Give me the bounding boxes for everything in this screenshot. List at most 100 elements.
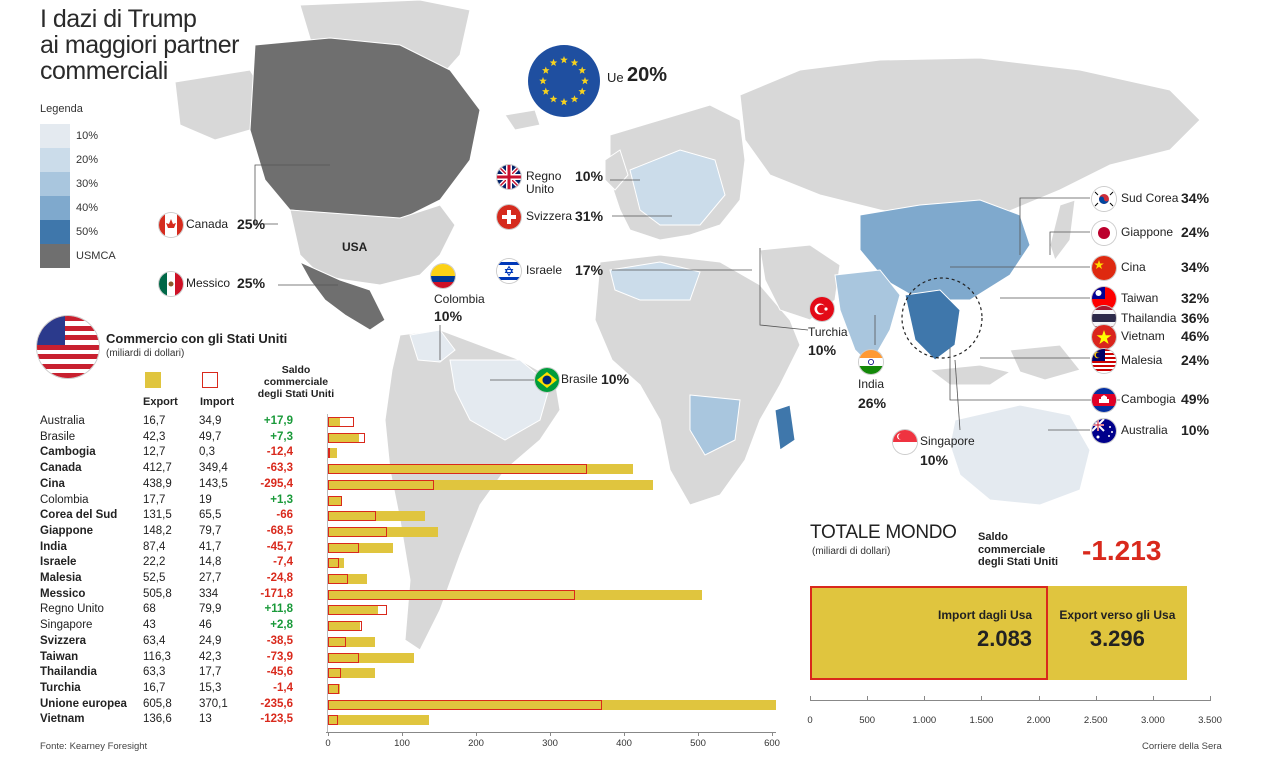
australia-flag-icon [1092, 419, 1116, 443]
import-bar [328, 558, 339, 569]
row-country: Cina [40, 477, 65, 490]
export-bar [328, 683, 341, 694]
export-bar [328, 605, 379, 616]
legend-label: 40% [76, 202, 99, 214]
import-bar [328, 417, 354, 427]
row-country: Cambogia [40, 446, 96, 459]
row-saldo: -38,5 [266, 634, 293, 647]
export-bar [328, 464, 634, 475]
trade-axis-tick [550, 732, 551, 736]
row-country: Colombia [40, 493, 89, 506]
row-saldo: -171,8 [260, 587, 293, 600]
import-bar [328, 432, 365, 443]
source-note: Fonte: Kearney Foresight [40, 741, 148, 752]
vietnam-flag-icon [1092, 325, 1116, 349]
eu-star-icon [578, 66, 586, 74]
saldo-header-line: commerciale [263, 376, 329, 388]
import-bar [328, 574, 349, 584]
export-bar [328, 699, 777, 710]
export-bar [328, 668, 375, 679]
import-bar [328, 652, 360, 663]
row-country: Taiwan [40, 650, 79, 663]
export-total-bar [810, 586, 1187, 680]
import-bar [328, 526, 387, 537]
row-country: Unione europea [40, 697, 127, 710]
canada-shape [249, 37, 481, 221]
us-flag-icon [37, 316, 99, 378]
export-bar [328, 479, 653, 490]
import-bar [328, 668, 342, 679]
brasile-pct: 10% [601, 371, 630, 387]
usa-label: USA [342, 240, 368, 254]
row-export: 68 [143, 603, 156, 616]
israele-name: Israele [526, 263, 563, 277]
legend-swatch [40, 172, 70, 196]
main-title: I dazi di Trump ai maggiori partner comm… [40, 6, 239, 84]
row-export: 412,7 [143, 462, 172, 475]
row-export: 136,6 [143, 713, 172, 726]
row-country: Israele [40, 556, 77, 569]
eu-stars-icon [539, 56, 589, 106]
eu-star-icon [578, 87, 586, 95]
row-saldo: +2,8 [270, 619, 293, 632]
row-export: 438,9 [143, 477, 172, 490]
sud-corea-pct: 34% [1181, 190, 1210, 206]
trade-axis-tick [698, 732, 699, 736]
title-line-1: I dazi di Trump [40, 5, 197, 33]
giappone-flag-icon [1092, 221, 1116, 245]
row-saldo: +1,3 [270, 493, 293, 506]
row-import: 42,3 [199, 650, 222, 663]
legend-swatch [40, 124, 70, 148]
row-export: 148,2 [143, 524, 172, 537]
title-line-3: commerciali [40, 57, 168, 85]
singapore-name: Singapore [920, 434, 975, 448]
sud-corea-flag-icon [1092, 187, 1116, 211]
row-import: 15,3 [199, 681, 222, 694]
row-import: 46 [199, 619, 212, 632]
canada-name: Canada [186, 217, 229, 231]
cambogia-pct: 49% [1181, 391, 1210, 407]
malesia-flag-icon [1092, 349, 1116, 373]
trade-axis-tick-label: 200 [468, 738, 484, 749]
row-import: 349,4 [199, 462, 228, 475]
eu-star-icon [570, 58, 579, 66]
totale-axis-tick-label: 3.500 [1198, 715, 1222, 726]
import-bar [328, 448, 330, 459]
cambogia-flag-icon [1092, 388, 1116, 412]
trade-axis-tick-label: 0 [325, 738, 331, 749]
row-export: 16,7 [143, 681, 166, 694]
australia-shape [949, 404, 1091, 506]
eu-pct: 20% [627, 64, 668, 86]
trade-table-subtitle: (miliardi di dollari) [106, 348, 185, 359]
row-country: Giappone [40, 524, 94, 537]
africa-shape [594, 254, 801, 506]
export-bar [328, 417, 341, 427]
cina-pct: 34% [1181, 259, 1210, 275]
import-bar [328, 511, 377, 522]
svizzera-flag-icon [497, 205, 521, 229]
row-import: 65,5 [199, 509, 222, 522]
legend-swatch [40, 244, 70, 268]
eu-star-icon [549, 58, 558, 66]
india-pct: 26% [858, 395, 887, 411]
totale-axis-tick [924, 696, 926, 701]
taiwan-name: Taiwan [1121, 291, 1159, 305]
legend-swatch [40, 220, 70, 244]
sud-corea-name: Sud Corea [1121, 191, 1179, 205]
row-saldo: -295,4 [260, 477, 293, 490]
colombia-name: Colombia [434, 292, 485, 306]
row-export: 116,3 [143, 650, 171, 663]
table-row: Taiwan 116,3 42,3 -73,9 [40, 650, 800, 665]
row-country: Messico [40, 587, 86, 600]
totale-axis-tick [1152, 696, 1154, 701]
table-row: India 87,4 41,7 -45,7 [40, 540, 800, 555]
vietnam-name: Vietnam [1121, 329, 1165, 343]
australia-pct: 10% [1181, 422, 1210, 438]
table-row: Singapore 43 46 +2,8 [40, 618, 800, 633]
import-bar [328, 715, 338, 726]
table-row: Messico 505,8 334 -171,8 [40, 587, 800, 602]
singapore-pct: 10% [920, 452, 949, 468]
saldo-header-line: degli Stati Uniti [257, 388, 335, 400]
row-export: 42,3 [143, 430, 166, 443]
